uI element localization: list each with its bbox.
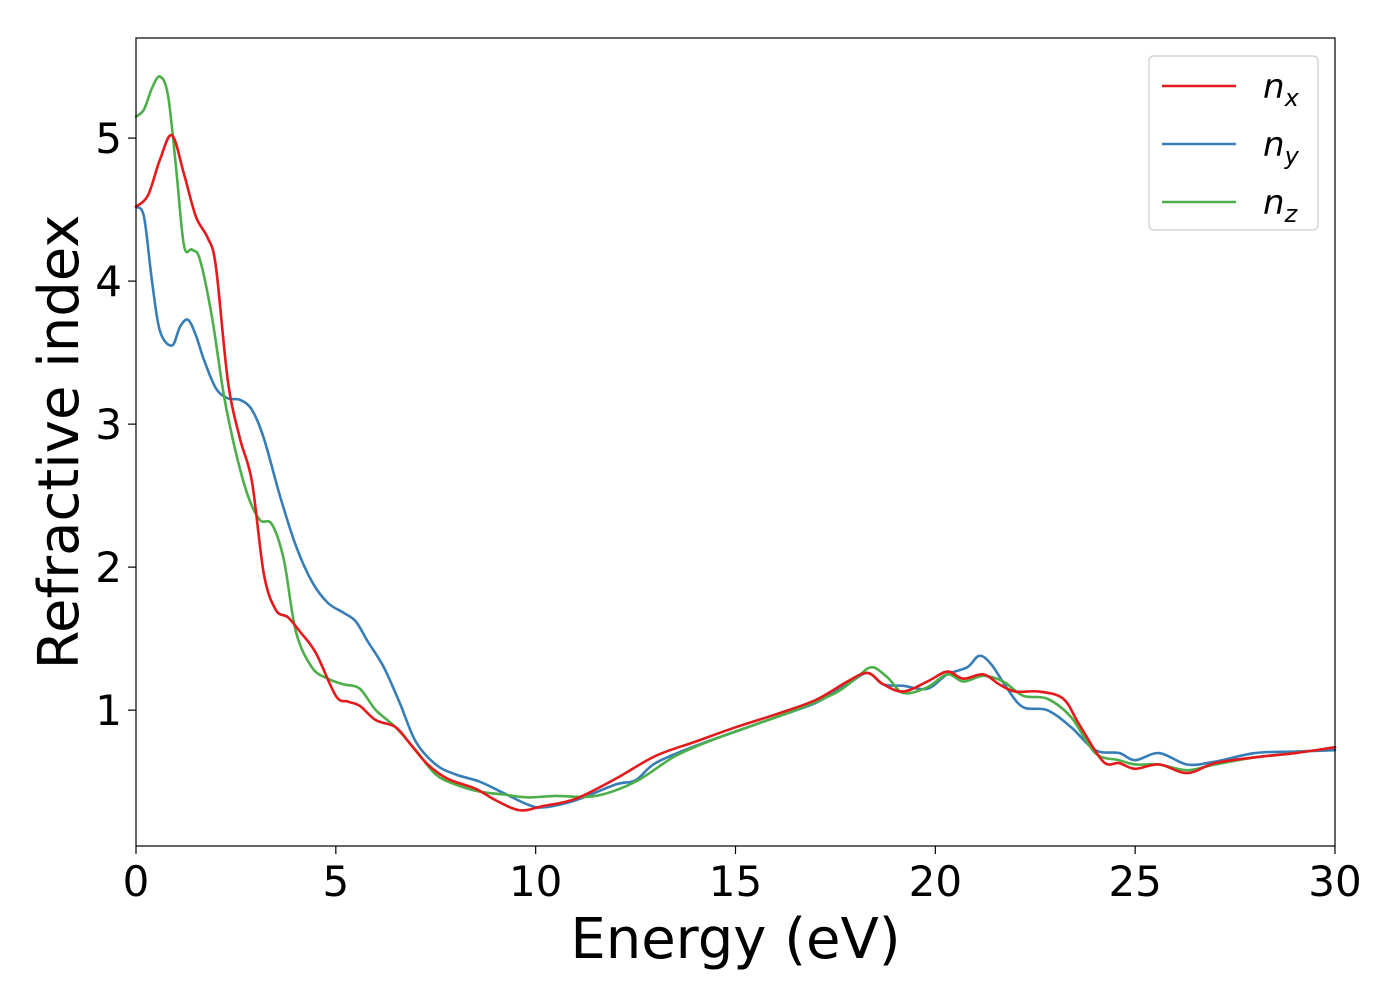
x-tick-label: 25	[1108, 857, 1161, 906]
x-axis-title: Energy (eV)	[570, 907, 900, 972]
y-tick-label: 4	[95, 257, 122, 306]
x-tick-label: 15	[709, 857, 762, 906]
y-tick-label: 3	[95, 400, 122, 449]
series-line-z	[134, 75, 1337, 799]
x-tick-label: 30	[1308, 857, 1361, 906]
x-tick-label: 5	[322, 857, 349, 906]
legend-label-y: ny	[1263, 125, 1300, 170]
y-tick-label: 5	[95, 114, 122, 163]
y-axis-title: Refractive index	[27, 215, 92, 670]
series-layer	[134, 75, 1337, 812]
legend-label-z: nz	[1263, 183, 1299, 228]
x-axis: 0 5 10 15 20 25 30	[123, 846, 1362, 906]
y-tick-label: 1	[95, 686, 122, 735]
x-tick-label: 10	[509, 857, 562, 906]
series-line-x	[134, 133, 1337, 812]
y-axis: 1 2 3 4 5	[95, 114, 136, 735]
x-tick-label: 20	[909, 857, 962, 906]
legend: nx ny nz	[1148, 55, 1319, 231]
y-tick-label: 2	[95, 543, 122, 592]
legend-label-x: nx	[1263, 67, 1300, 112]
x-tick-label: 0	[123, 857, 150, 906]
series-line-y	[134, 205, 1337, 809]
